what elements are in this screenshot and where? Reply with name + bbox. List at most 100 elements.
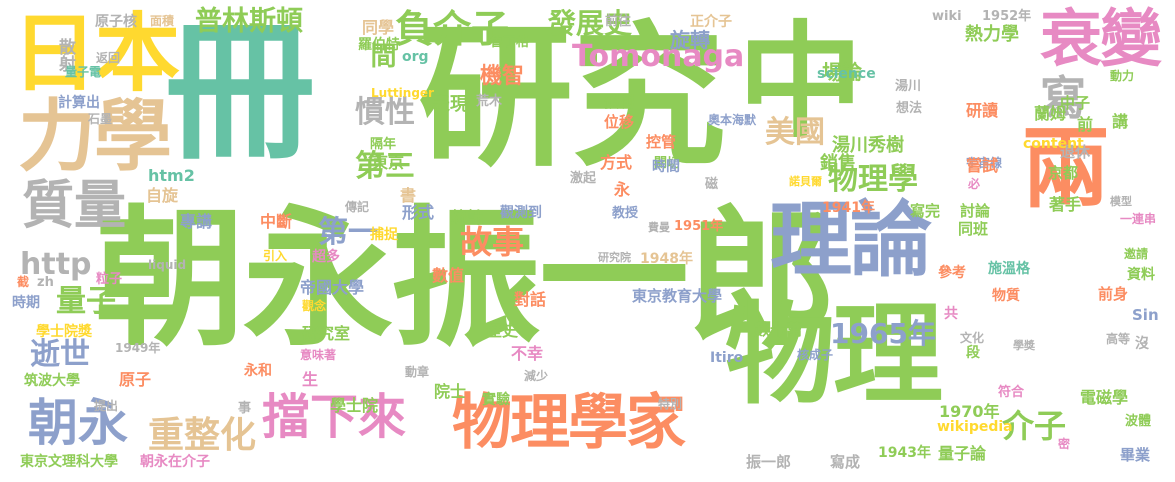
word-ci: 磁 bbox=[705, 177, 719, 192]
word-bi: 必 bbox=[968, 177, 981, 191]
word-tomonaga: Tomonaga bbox=[572, 39, 745, 74]
word-xuanzhuan: 旋轉 bbox=[670, 28, 710, 52]
word-guanqie: 關切 bbox=[654, 156, 681, 171]
word-jie: 截 bbox=[17, 275, 30, 289]
word-tichu: 提出 bbox=[94, 399, 119, 413]
word-dianci-xue: 電磁學 bbox=[1080, 388, 1129, 407]
word-huangmu: 荒木 bbox=[476, 94, 503, 109]
word-wenhua: 文化 bbox=[960, 331, 985, 345]
word-lilun: 理論 bbox=[770, 193, 932, 288]
word-liquid: liquid bbox=[148, 258, 187, 272]
word-duihua: 對話 bbox=[514, 290, 547, 309]
word-diguodaxue: 帝國大學 bbox=[300, 278, 365, 297]
word-zhong: 中 bbox=[738, 10, 863, 155]
word-yonghe: 永和 bbox=[244, 363, 272, 379]
word-chaoduo: 超多 bbox=[312, 249, 340, 265]
word-1948: 1948年 bbox=[640, 251, 693, 267]
word-dongli: 動力 bbox=[1110, 69, 1135, 83]
word-shushiwan: 數十萬 bbox=[754, 320, 803, 339]
word-meiguo: 美國 bbox=[765, 115, 825, 150]
word-xiangfa: 想法 bbox=[896, 101, 923, 116]
word-zhongduan: 中斷 bbox=[260, 212, 293, 231]
word-jianshao: 減少 bbox=[524, 369, 549, 383]
word-yilianchuan: 一連串 bbox=[1120, 212, 1157, 226]
word-itiro: Itiro bbox=[710, 350, 744, 366]
word-yuanzihe: 原子核 bbox=[95, 14, 137, 30]
word-yong: 永 bbox=[614, 180, 631, 199]
word-nuobeier: 諾貝爾 bbox=[789, 175, 822, 188]
word-guanxing: 慣性 bbox=[355, 95, 415, 130]
word-zhengjiezi: 正介子 bbox=[690, 14, 732, 30]
word-cankao: 參考 bbox=[938, 265, 966, 281]
word-hechengzi: 核成子 bbox=[797, 348, 834, 362]
word-lanmu: 蘭姆 bbox=[1034, 104, 1067, 123]
word-riben: 日本 bbox=[12, 5, 180, 104]
word-yiweizhe: 意味著 bbox=[300, 348, 337, 362]
word-jiqi: 激起 bbox=[570, 171, 597, 186]
word-chaoyong-zai-jiezi: 朝永在介子 bbox=[140, 454, 210, 470]
word-shishi: 逝世 bbox=[30, 337, 90, 372]
word-yandu: 研讀 bbox=[966, 101, 999, 120]
word-zh: zh bbox=[37, 275, 54, 290]
word-dongjing: 東京 bbox=[372, 153, 405, 172]
word-buxing: 不幸 bbox=[511, 344, 544, 363]
word-content: content bbox=[1023, 136, 1084, 152]
word-xueshiyuanjiang: 學士院獎 bbox=[36, 324, 92, 340]
word-shimo: 石墨 bbox=[88, 112, 113, 126]
word-sheng: 生 bbox=[302, 370, 319, 389]
word-htm2: htm2 bbox=[148, 166, 195, 185]
word-yanjiuyuan: 研究院 bbox=[598, 251, 631, 264]
word-yuzhouxian: 宇宙線 bbox=[966, 156, 1003, 170]
word-luttinger: Luttinger bbox=[371, 86, 434, 100]
word-chaoyong: 朝永 bbox=[28, 394, 128, 452]
word-mi: 密 bbox=[1058, 437, 1071, 451]
word-shiqi: 時期 bbox=[12, 295, 40, 311]
word-shiyan: 實驗 bbox=[482, 392, 510, 408]
word-zhongzi: 中子 bbox=[1060, 94, 1091, 112]
word-shijian: 時間 bbox=[652, 159, 680, 175]
word-lishi: 歷史 bbox=[486, 321, 519, 340]
word-qianshen: 前身 bbox=[1098, 285, 1129, 303]
word-yinru: 引入 bbox=[263, 249, 288, 263]
word-gong: 共 bbox=[944, 306, 958, 322]
word-zixuan: 自旋 bbox=[146, 186, 179, 205]
word-biye: 畢業 bbox=[1120, 446, 1151, 464]
word-jizhi: 機智 bbox=[480, 64, 525, 89]
word-genian: 隔年 bbox=[370, 137, 397, 152]
word-zhuanjiang: 專講 bbox=[180, 212, 213, 231]
word-jian: 間 bbox=[366, 42, 396, 68]
word-shiwenge: 施溫格 bbox=[988, 261, 1030, 277]
word-tebie: 特別 bbox=[658, 397, 683, 411]
word-dongjing-jiaoyu-daxue: 東京教育大學 bbox=[632, 287, 723, 305]
word-wikipedia: wikipedia bbox=[937, 419, 1013, 435]
word-xingshi: 形式 bbox=[402, 203, 435, 222]
word-fanhui: 返回 bbox=[96, 51, 121, 65]
word-dangxialai: 擋下來 bbox=[262, 389, 407, 445]
word-zhuoshou: 著手 bbox=[1049, 195, 1082, 214]
word-zhenyilang: 振一郎 bbox=[746, 453, 792, 471]
word-shu: 書 bbox=[400, 186, 417, 205]
word-wiki: wiki bbox=[932, 9, 962, 24]
word-wuli: 物理 bbox=[725, 291, 943, 419]
word-1949: 1949年 bbox=[115, 341, 161, 355]
word-liangzi: 量子 bbox=[56, 284, 116, 319]
word-sanshe: 散射 bbox=[55, 38, 75, 72]
word-wulixue: 物理學 bbox=[828, 162, 918, 197]
word-ce: 冊 bbox=[165, 6, 315, 180]
word-1951: 1951年 bbox=[674, 219, 724, 234]
word-xiewan: 寫完 bbox=[910, 202, 941, 220]
word-xiaoshou: 銷售 bbox=[820, 153, 856, 174]
word-jiezi: 介子 bbox=[1002, 407, 1067, 445]
word-duan: 段 bbox=[966, 345, 980, 361]
word-ziliao: 資料 bbox=[1127, 267, 1155, 283]
word-fangshi: 方式 bbox=[600, 153, 633, 172]
word-shuzhi: 數值 bbox=[432, 266, 465, 285]
word-tuixiu: 退休 bbox=[1060, 143, 1091, 161]
word-1941: 1941年 bbox=[822, 200, 875, 216]
word-gushi: 故事 bbox=[460, 223, 525, 261]
word-1965: 1965年 bbox=[830, 317, 936, 350]
word-guannian: 觀念 bbox=[302, 299, 327, 313]
word-dongzhang: 動章 bbox=[405, 365, 430, 379]
word-aobenhaimo: 奧本海默 bbox=[708, 113, 757, 127]
